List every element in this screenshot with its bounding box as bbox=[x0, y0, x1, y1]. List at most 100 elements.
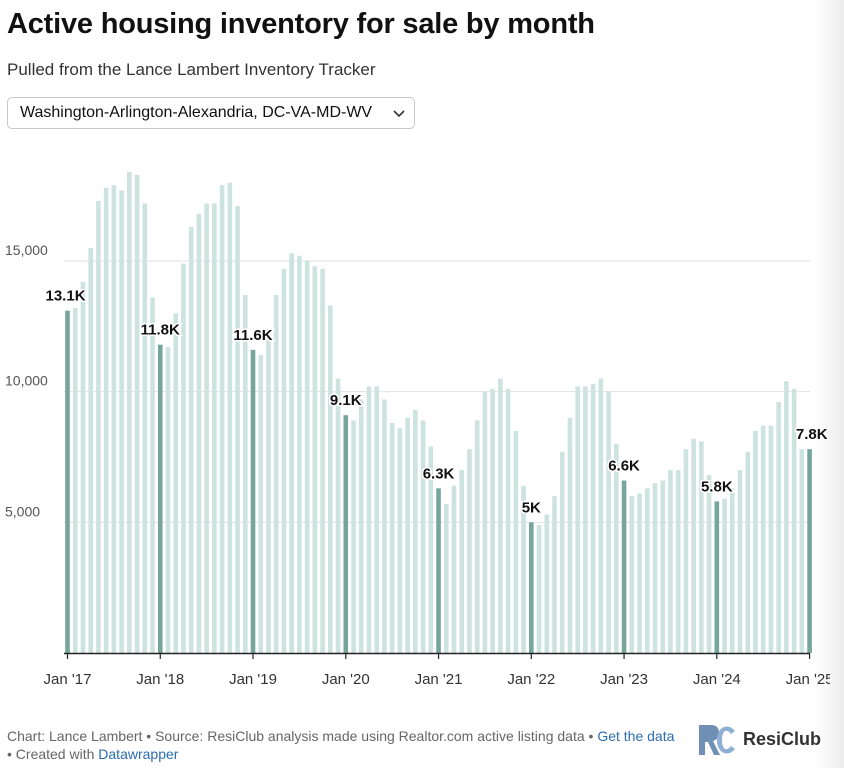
bar-january bbox=[436, 488, 441, 653]
bar bbox=[498, 378, 503, 653]
bar bbox=[451, 485, 457, 653]
region-dropdown-value: Washington-Arlington-Alexandria, DC-VA-M… bbox=[20, 104, 373, 121]
chart-title: Active housing inventory for sale by mon… bbox=[7, 8, 595, 40]
bar bbox=[374, 386, 379, 653]
bar-january bbox=[621, 480, 627, 653]
data-label: 5K bbox=[522, 499, 541, 516]
bar bbox=[80, 281, 86, 653]
bar bbox=[575, 386, 580, 653]
bar bbox=[150, 297, 155, 653]
x-tick-label: Jan '22 bbox=[507, 671, 555, 688]
logo-text: ResiClub bbox=[743, 728, 822, 749]
data-label: 6.3K bbox=[423, 465, 455, 482]
bar bbox=[637, 493, 642, 653]
x-tick-label: Jan '18 bbox=[136, 671, 184, 688]
bar bbox=[119, 190, 124, 653]
bar bbox=[127, 172, 132, 653]
bar bbox=[351, 420, 356, 653]
bar bbox=[428, 446, 434, 653]
get-the-data-link[interactable]: Get the data bbox=[597, 728, 675, 744]
bar bbox=[590, 383, 596, 653]
bar-january bbox=[807, 449, 812, 653]
chart-footer: Chart: Lance Lambert • Source: ResiClub … bbox=[7, 727, 677, 763]
bar bbox=[273, 294, 279, 653]
bar bbox=[559, 451, 565, 653]
bar bbox=[482, 391, 488, 653]
data-label: 9.1K bbox=[330, 392, 362, 409]
bar bbox=[583, 386, 588, 653]
bar bbox=[103, 187, 109, 653]
bar bbox=[413, 409, 418, 653]
bar bbox=[784, 381, 789, 653]
bar bbox=[606, 391, 611, 653]
data-label: 7.8K bbox=[796, 426, 828, 443]
bar bbox=[235, 206, 240, 653]
bar bbox=[297, 255, 302, 654]
bar bbox=[289, 253, 294, 653]
bar bbox=[683, 449, 689, 653]
bar bbox=[536, 524, 542, 653]
bar bbox=[328, 305, 333, 653]
data-label: 11.8K bbox=[141, 322, 180, 339]
bar bbox=[266, 328, 271, 653]
bar bbox=[706, 475, 712, 653]
bar bbox=[722, 498, 727, 653]
bar bbox=[799, 449, 805, 653]
bar bbox=[668, 470, 673, 653]
chevron-down-icon bbox=[393, 110, 405, 118]
footer-credits: Chart: Lance Lambert • Source: ResiClub … bbox=[7, 728, 598, 744]
region-dropdown[interactable]: Washington-Arlington-Alexandria, DC-VA-M… bbox=[7, 97, 415, 129]
bar bbox=[389, 423, 395, 653]
bar bbox=[467, 449, 472, 653]
bar bbox=[791, 389, 797, 653]
y-tick-label: 5,000 bbox=[5, 503, 40, 519]
bar bbox=[204, 203, 209, 654]
bar bbox=[505, 389, 511, 653]
bar bbox=[552, 496, 557, 653]
bar bbox=[382, 399, 387, 653]
x-tick-label: Jan '17 bbox=[44, 671, 92, 688]
bar-january bbox=[714, 501, 720, 653]
bar bbox=[474, 420, 480, 653]
bar bbox=[776, 402, 781, 653]
bar-january bbox=[529, 522, 534, 653]
bar bbox=[111, 185, 117, 654]
bar bbox=[281, 268, 287, 653]
bar bbox=[335, 378, 341, 653]
bar bbox=[729, 488, 735, 653]
bar bbox=[699, 441, 704, 653]
bar bbox=[459, 470, 465, 653]
data-label: 11.6K bbox=[233, 327, 272, 344]
bar bbox=[405, 417, 410, 653]
bar bbox=[196, 213, 202, 653]
bar bbox=[212, 203, 217, 654]
bar bbox=[72, 308, 78, 653]
bar bbox=[227, 182, 233, 653]
x-tick-label: Jan '25 bbox=[786, 671, 830, 688]
bar bbox=[768, 425, 774, 653]
bar bbox=[397, 428, 403, 653]
datawrapper-link[interactable]: Datawrapper bbox=[98, 746, 179, 762]
bar bbox=[258, 355, 264, 653]
bar bbox=[598, 378, 604, 653]
bar bbox=[242, 294, 248, 653]
bar-january bbox=[157, 344, 163, 653]
bar bbox=[567, 417, 573, 653]
bar bbox=[96, 200, 101, 653]
bar bbox=[173, 313, 179, 653]
bar bbox=[219, 185, 225, 654]
bar bbox=[753, 430, 758, 653]
bar bbox=[443, 504, 449, 653]
chart-subtitle: Pulled from the Lance Lambert Inventory … bbox=[7, 60, 376, 79]
resiclub-logo: ResiClub bbox=[697, 721, 821, 757]
bar bbox=[420, 420, 426, 653]
bar bbox=[188, 227, 194, 653]
bar bbox=[490, 389, 495, 653]
bar-january bbox=[65, 310, 70, 653]
bar bbox=[134, 174, 140, 653]
bar bbox=[737, 470, 743, 653]
bar bbox=[652, 483, 658, 653]
y-tick-label: 10,000 bbox=[5, 373, 48, 389]
bar bbox=[691, 438, 696, 653]
bar bbox=[614, 443, 619, 653]
